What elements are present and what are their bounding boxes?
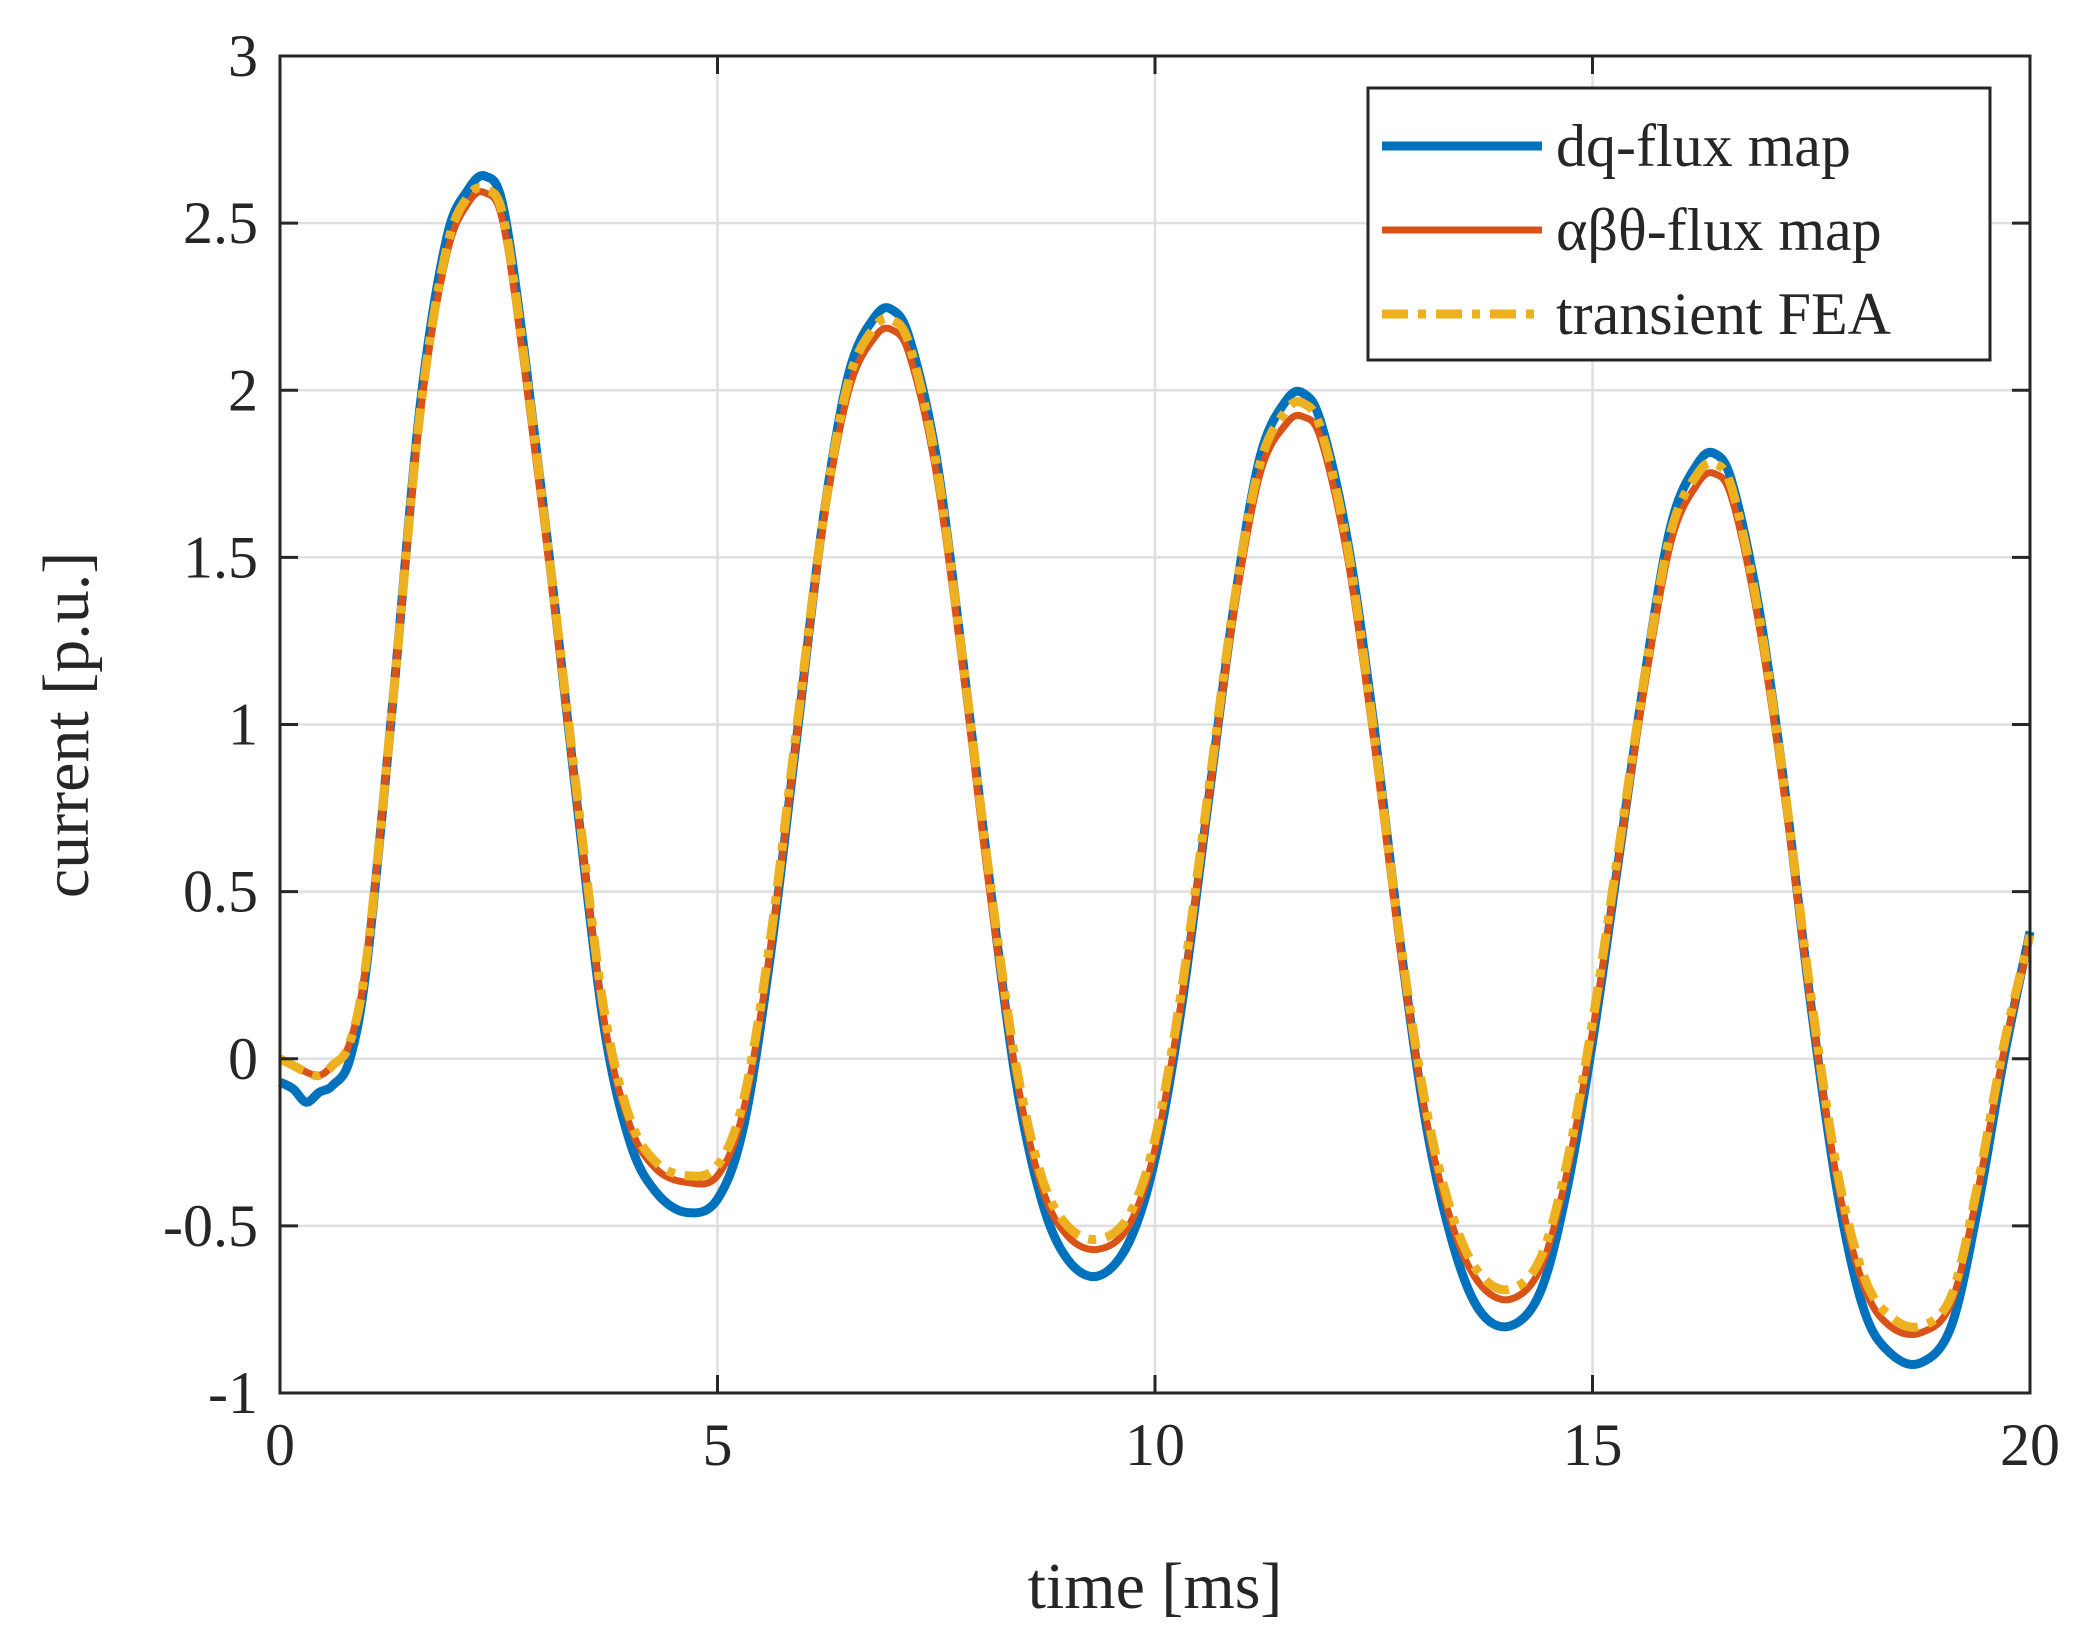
x-tick-label: 15	[1563, 1412, 1623, 1478]
y-tick-label: 2	[228, 357, 258, 423]
y-tick-label: 1.5	[183, 524, 258, 590]
x-tick-label: 5	[703, 1412, 733, 1478]
legend-label-3: transient FEA	[1556, 281, 1891, 347]
y-tick-label: 0.5	[183, 859, 258, 925]
y-axis-label: current [p.u.]	[30, 552, 103, 898]
x-tick-label: 10	[1125, 1412, 1185, 1478]
series-line-3	[277, 183, 2035, 1332]
series-group	[277, 171, 2035, 1369]
x-axis-label: time [ms]	[1028, 1550, 1283, 1623]
y-tick-label: -1	[208, 1360, 258, 1426]
y-tick-label: 2.5	[183, 190, 258, 256]
y-tick-label: 1	[228, 692, 258, 758]
y-tick-label: -0.5	[163, 1193, 258, 1259]
legend: dq-flux map αβθ-flux map transient FEA	[1366, 86, 1992, 362]
legend-label-1: dq-flux map	[1556, 113, 1851, 179]
x-tick-label: 20	[2000, 1412, 2060, 1478]
x-tick-label: 0	[265, 1412, 295, 1478]
y-tick-label: 3	[228, 23, 258, 89]
legend-box	[1366, 86, 1992, 362]
axis-ticks: 0 5 10 15 20 -1 -0.5 0 0.5 1 1.5 2 2.5 3	[163, 23, 2060, 1478]
y-tick-label: 0	[228, 1026, 258, 1092]
legend-label-2: αβθ-flux map	[1556, 197, 1882, 263]
